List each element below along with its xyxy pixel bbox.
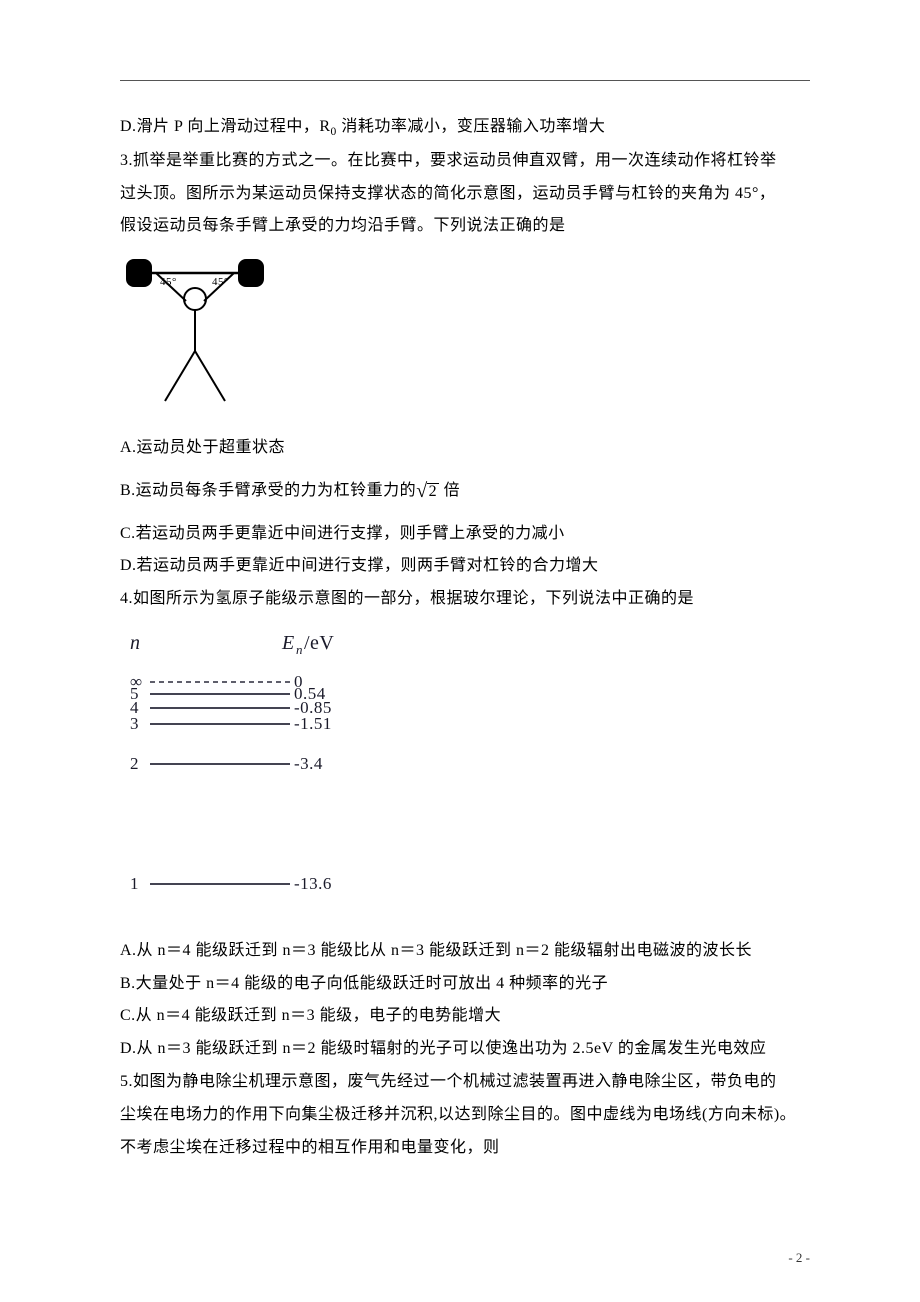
q5-line2: 尘埃在电场力的作用下向集尘极迁移并沉积,以达到除尘目的。图中虚线为电场线(方向未… [120, 1099, 810, 1132]
svg-text:-13.6: -13.6 [294, 874, 332, 893]
q3-option-d: D.若运动员两手更靠近中间进行支撑，则两手臂对杠铃的合力增大 [120, 550, 810, 583]
svg-text:/eV: /eV [304, 632, 334, 654]
q4-figure: nEn/eV∞050.544-0.853-1.512-3.41-13.6 [120, 624, 810, 927]
svg-text:-1.51: -1.51 [294, 714, 332, 733]
svg-text:1: 1 [130, 874, 139, 893]
q4-option-b: B.大量处于 n＝4 能级的电子向低能级跃迁时可放出 4 种频率的光子 [120, 968, 810, 1001]
q3-b-pre: B.运动员每条手臂承受的力为杠铃重力的 [120, 482, 416, 499]
q2-d-text-pre: D.滑片 P 向上滑动过程中，R [120, 118, 331, 135]
q5-line3: 不考虑尘埃在迁移过程中的相互作用和电量变化，则 [120, 1132, 810, 1165]
q4-option-c: C.从 n＝4 能级跃迁到 n＝3 能级，电子的电势能增大 [120, 1000, 810, 1033]
sqrt-icon: √2 [416, 481, 439, 501]
q3-b-post: 倍 [439, 482, 460, 499]
q2-option-d: D.滑片 P 向上滑动过程中，R0 消耗功率减小，变压器输入功率增大 [120, 111, 810, 145]
svg-text:45°: 45° [160, 276, 177, 288]
energy-level-diagram: nEn/eV∞050.544-0.853-1.512-3.41-13.6 [120, 624, 350, 914]
svg-text:n: n [296, 642, 303, 657]
body-text: D.滑片 P 向上滑动过程中，R0 消耗功率减小，变压器输入功率增大 3.抓举是… [120, 111, 810, 1164]
svg-text:E: E [281, 632, 295, 654]
svg-text:3: 3 [130, 714, 139, 733]
q4-option-d: D.从 n＝3 能级跃迁到 n＝2 能级时辐射的光子可以使逸出功为 2.5eV … [120, 1033, 810, 1066]
q3-option-c: C.若运动员两手更靠近中间进行支撑，则手臂上承受的力减小 [120, 518, 810, 551]
q3-option-b: B.运动员每条手臂承受的力为杠铃重力的√2 倍 [120, 475, 810, 508]
q3-intro-line1: 3.抓举是举重比赛的方式之一。在比赛中，要求运动员伸直双臂，用一次连续动作将杠铃… [120, 145, 810, 178]
q4-option-a: A.从 n＝4 能级跃迁到 n＝3 能级比从 n＝3 能级跃迁到 n＝2 能级辐… [120, 935, 810, 968]
svg-text:-3.4: -3.4 [294, 754, 323, 773]
svg-text:2: 2 [130, 754, 139, 773]
q3-intro-line2: 过头顶。图所示为某运动员保持支撑状态的简化示意图，运动员手臂与杠铃的夹角为 45… [120, 178, 810, 211]
q3-figure: 45° 45° [120, 251, 810, 424]
q3-option-a: A.运动员处于超重状态 [120, 432, 810, 465]
header-rule [120, 80, 810, 81]
svg-text:n: n [130, 632, 141, 654]
q3-intro-line3: 假设运动员每条手臂上承受的力均沿手臂。下列说法正确的是 [120, 210, 810, 243]
weightlifter-diagram: 45° 45° [120, 251, 270, 411]
q4-intro: 4.如图所示为氢原子能级示意图的一部分，根据玻尔理论，下列说法中正确的是 [120, 583, 810, 616]
svg-text:45°: 45° [212, 276, 229, 288]
q5-line1: 5.如图为静电除尘机理示意图，废气先经过一个机械过滤装置再进入静电除尘区，带负电… [120, 1066, 810, 1099]
page-number: - 2 - [788, 1250, 810, 1266]
q2-d-text-post: 消耗功率减小，变压器输入功率增大 [337, 118, 606, 135]
